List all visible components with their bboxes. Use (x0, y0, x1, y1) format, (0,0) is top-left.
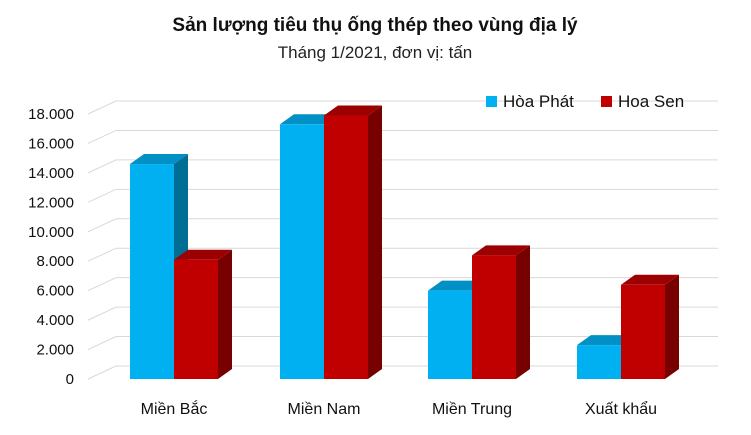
gridline (87, 129, 718, 144)
bar-side (665, 274, 679, 379)
gridlines (87, 100, 718, 380)
bars (130, 105, 679, 380)
x-category-label: Miền Nam (288, 401, 361, 418)
y-tick-label: 0 (66, 371, 74, 388)
bar-top (577, 335, 635, 346)
x-category-label: Miền Trung (432, 401, 512, 418)
bar-top (621, 274, 679, 285)
bar-top (130, 154, 188, 165)
y-tick-label: 6.000 (36, 283, 74, 300)
legend-item: Hoa Sen (601, 92, 684, 111)
x-category-label: Miền Bắc (141, 399, 208, 418)
bar (174, 249, 232, 379)
bar-front (324, 115, 368, 379)
bar (324, 105, 382, 379)
gridline (87, 218, 718, 233)
legend: Hòa Phát Hoa Sen (486, 92, 684, 111)
bar-side (218, 249, 232, 379)
y-tick-label: 2.000 (36, 342, 74, 359)
y-tick-label: 16.000 (28, 135, 74, 152)
bar-side (368, 105, 382, 379)
legend-label: Hoa Sen (618, 92, 684, 111)
bar-front (577, 345, 621, 379)
y-tick-label: 8.000 (36, 253, 74, 270)
bar-top (324, 105, 382, 116)
y-tick-label: 12.000 (28, 194, 74, 211)
y-axis-ticks: 0 2.000 4.000 6.000 8.000 10.000 12.000 14.000 1… (28, 106, 74, 388)
legend-item: Hòa Phát (486, 92, 574, 111)
bar-top (428, 280, 486, 291)
bar-front (280, 124, 324, 379)
y-tick-label: 18.000 (28, 106, 74, 123)
x-axis-categories: Miền Bắc Miền Nam Miền Trung Xuất khẩu (141, 399, 657, 418)
bar-side (516, 245, 530, 379)
legend-swatch (486, 96, 497, 107)
x-category-label: Xuất khẩu (585, 400, 657, 418)
chart-subtitle: Tháng 1/2021, đơn vị: tấn (278, 43, 473, 62)
bar-top (280, 114, 338, 125)
bar (621, 274, 679, 379)
gridline (87, 159, 718, 174)
chart-title: Sản lượng tiêu thụ ống thép theo vùng đị… (172, 15, 578, 36)
gridline (87, 188, 718, 203)
y-tick-label: 4.000 (36, 312, 74, 329)
y-tick-label: 10.000 (28, 224, 74, 241)
bar-top (174, 249, 232, 260)
y-tick-label: 14.000 (28, 165, 74, 182)
bar-front (621, 284, 665, 379)
bar-front (130, 164, 174, 379)
bar-top (472, 245, 530, 256)
bar-front (472, 255, 516, 379)
bar-front (428, 290, 472, 379)
bar-front (174, 259, 218, 379)
legend-swatch (601, 96, 612, 107)
legend-label: Hòa Phát (503, 92, 574, 111)
gridline (87, 100, 718, 115)
bar (472, 245, 530, 379)
